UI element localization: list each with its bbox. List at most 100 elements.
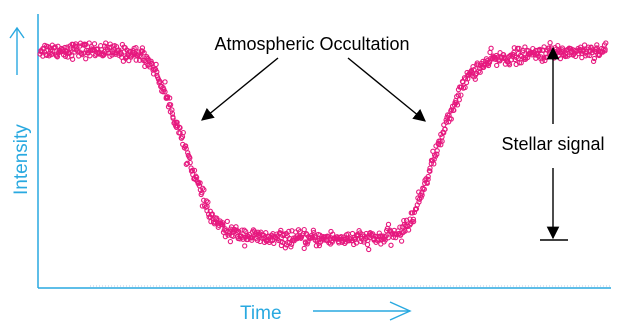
data-point [537,47,543,54]
data-point [461,75,468,81]
data-point [133,57,139,63]
data-point [591,55,598,62]
data-point [486,59,493,66]
data-point [458,92,464,98]
data-point [240,234,246,240]
x-axis-label: Time [240,303,282,323]
data-point [180,129,186,136]
data-point [269,237,276,244]
y-axis-label-group: Intensity [9,26,32,195]
data-point [577,44,584,50]
data-point [69,56,76,62]
data-point [187,159,193,166]
data-point [241,227,247,233]
data-point [139,45,146,51]
data-point [462,84,468,91]
data-point [376,230,382,236]
data-point [222,233,229,240]
data-point [74,43,80,49]
data-point [182,143,189,149]
data-point [398,238,405,244]
data-point [437,138,443,144]
x-axis-label-group: Time [240,301,412,323]
data-point [249,237,255,243]
data-point [91,41,98,47]
annotation-occultation: Atmospheric Occultation [201,34,426,122]
data-point [157,79,163,85]
data-point [364,241,371,248]
data-point [249,235,256,241]
data-point [278,227,284,234]
data-point [91,47,98,53]
data-point [62,44,68,51]
data-point [167,95,173,101]
data-point [349,230,356,237]
data-point [428,160,434,167]
data-point [254,237,261,244]
data-point [410,216,417,222]
data-point [442,126,448,132]
data-point [516,45,522,52]
data-point [126,57,132,64]
data-point [581,42,588,48]
data-point [310,227,317,233]
data-point [301,245,307,252]
data-point [279,239,286,246]
axes [37,14,611,289]
data-point [184,160,190,166]
data-point [301,226,307,233]
data-point [286,228,292,235]
data-point [83,56,89,62]
data-point [518,60,524,66]
data-point [434,151,440,157]
data-point [137,52,143,59]
data-point [62,53,69,59]
data-point [366,246,372,253]
data-point [201,197,207,203]
data-point [455,92,461,98]
annotation-arrow-left [201,57,279,121]
data-point [385,235,391,241]
data-point [224,218,230,225]
data-point [425,176,431,183]
data-point [562,53,569,60]
data-point [86,40,92,46]
y-axis-arrow-icon [9,26,25,75]
data-point [288,244,294,250]
data-point [177,130,183,136]
data-point [282,245,289,251]
data-point [154,69,160,75]
data-point [427,165,433,171]
data-point [485,60,492,67]
data-point [393,234,399,241]
data-point [263,230,269,236]
data-points [37,40,609,253]
data-point [603,40,609,46]
data-point [233,224,239,230]
data-point [446,119,452,125]
data-point [271,240,277,247]
data-point [388,242,394,248]
data-point [434,148,440,154]
data-point [572,53,579,60]
annotation-stellar-signal: Stellar signal [501,46,605,241]
data-point [177,125,183,131]
data-point [242,243,248,249]
data-point [547,40,553,46]
data-point [91,46,97,52]
data-point [516,60,523,66]
data-point [487,49,493,56]
data-point [201,187,207,193]
data-point [456,97,462,103]
data-point [451,107,457,113]
data-point [443,119,450,125]
data-point [133,45,139,51]
data-point [220,222,226,228]
data-point [506,62,513,68]
data-point [364,234,370,240]
data-point [353,240,360,246]
data-point [338,233,344,240]
data-point [141,50,147,56]
data-point [325,233,332,240]
